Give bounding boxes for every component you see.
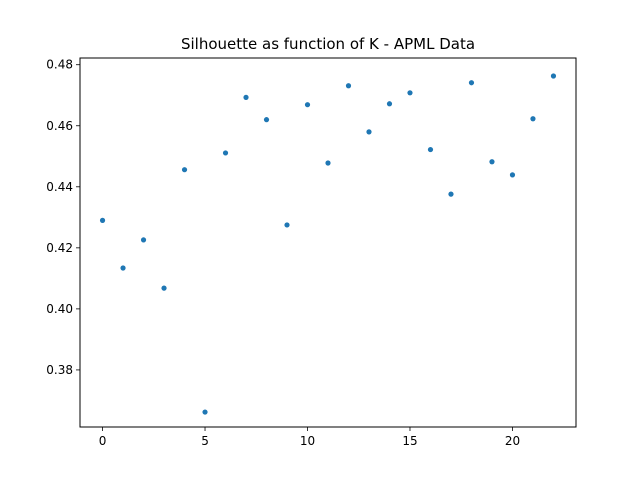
x-tick-label: 10 bbox=[300, 434, 315, 448]
y-tick-label: 0.44 bbox=[46, 180, 73, 194]
data-point bbox=[181, 167, 188, 173]
data-point bbox=[325, 160, 331, 166]
data-point bbox=[284, 222, 290, 228]
x-axis: 0 5 10 15 20 bbox=[99, 427, 520, 448]
data-point bbox=[468, 80, 475, 86]
data-point bbox=[345, 83, 352, 89]
data-point bbox=[243, 94, 249, 100]
data-point bbox=[386, 101, 393, 107]
data-point bbox=[222, 150, 229, 156]
x-tick-label: 15 bbox=[402, 434, 417, 448]
data-point bbox=[140, 237, 147, 243]
data-point bbox=[120, 265, 126, 271]
data-point bbox=[161, 285, 167, 291]
chart-title: Silhouette as function of K - APML Data bbox=[181, 35, 475, 53]
data-point bbox=[366, 129, 372, 135]
plot-area bbox=[79, 57, 577, 428]
y-axis: 0.38 0.40 0.42 0.44 0.46 0.48 bbox=[46, 58, 80, 377]
data-point bbox=[550, 73, 557, 79]
y-tick-label: 0.42 bbox=[46, 241, 73, 255]
data-point bbox=[202, 409, 208, 415]
data-points bbox=[99, 73, 557, 415]
x-tick-label: 5 bbox=[201, 434, 209, 448]
data-point bbox=[263, 117, 270, 123]
y-tick-label: 0.46 bbox=[46, 119, 73, 133]
y-tick-label: 0.38 bbox=[46, 363, 73, 377]
data-point bbox=[99, 217, 106, 223]
data-point bbox=[448, 191, 454, 197]
x-tick-label: 0 bbox=[99, 434, 107, 448]
data-point bbox=[427, 146, 434, 153]
data-point bbox=[489, 159, 495, 165]
data-point bbox=[509, 172, 516, 178]
y-tick-label: 0.40 bbox=[46, 302, 73, 316]
y-tick-label: 0.48 bbox=[46, 58, 73, 72]
data-point bbox=[530, 116, 536, 122]
data-point bbox=[407, 90, 413, 96]
data-point bbox=[304, 102, 311, 108]
x-tick-label: 20 bbox=[505, 434, 520, 448]
